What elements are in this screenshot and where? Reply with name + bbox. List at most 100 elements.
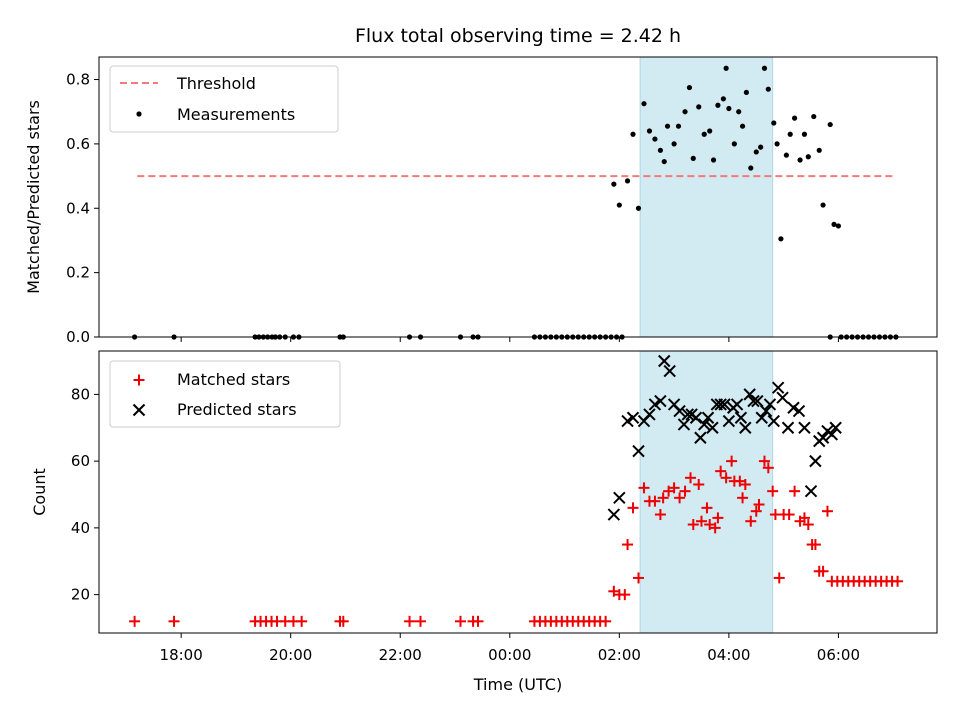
matched-point [600,615,612,627]
matched-point [693,478,705,490]
matched-point [745,515,757,527]
measurement-point [635,205,642,211]
measurement-point [652,136,658,142]
measurement-point [816,147,822,153]
predicted-point [829,421,842,434]
measurement-point [758,144,764,150]
matched-point [809,539,821,551]
predicted-point [816,431,830,444]
matched-point [619,589,631,601]
predicted-point [698,418,711,431]
bottom-x-ticks: 18:00 20:00 22:00 00:00 02:00 04:00 06:00 [160,633,860,664]
measurement-point [783,152,789,158]
matched-point [674,492,686,504]
matched-point [472,615,484,627]
legend-predicted-swatch [132,403,146,417]
y-tick-label: 0.6 [66,135,90,153]
bottom-panel: 20 40 60 80 18:00 20:00 22:00 00:00 02:00 04:00 0… [30,350,938,694]
matched-point [715,465,727,477]
matched-point [753,499,765,511]
predicted-point [694,431,707,444]
matched-point [739,478,751,490]
chart-title: Flux total observing time = 2.42 h [355,25,681,47]
measurement-point [739,123,746,129]
predicted-point [706,421,719,434]
measurement-point [820,202,826,208]
predicted-point [776,391,789,404]
measurement-point [686,84,693,91]
measurement-point [682,109,688,115]
measurement-point [696,104,702,110]
measurement-point [805,154,811,160]
top-axes-frame [98,56,938,338]
predicted-point [677,418,691,431]
measurement-point [831,221,837,227]
measurement-point [827,121,833,128]
predicted-point [718,398,731,411]
measurement-point [811,113,817,120]
y-tick-label: 80 [71,385,90,403]
legend-x-marker [132,403,146,417]
predicted-point [809,454,822,468]
observing-span [639,56,774,338]
measurement-point [611,181,617,187]
matched-point [415,615,427,627]
measurement-point [761,65,768,71]
matched-point [685,472,697,484]
x-tick-label: 20:00 [269,646,312,664]
matched-point [701,502,713,514]
matched-point [632,572,644,584]
measurement-point [801,131,808,137]
matched-point [627,502,639,514]
matched-point [737,492,749,504]
y-tick-label: 0.8 [66,71,90,89]
predicted-point [825,428,839,441]
matched-point [773,572,785,584]
measurement-point [646,128,653,134]
matched-point [726,455,738,467]
matched-point [296,615,308,627]
count-points [129,354,904,627]
measurement-point [661,158,667,165]
top-legend: Threshold Measurements [109,65,339,133]
measurement-point [835,223,842,229]
matched-point [337,615,349,627]
matched-point [821,505,833,517]
predicted-point [734,411,748,424]
measurement-point [630,131,636,137]
matched-point [789,485,801,497]
bottom-legend: Matched stars Predicted stars [109,360,341,428]
legend-plus-marker [133,374,145,386]
legend-measurement-swatch [136,111,142,117]
matched-point [709,522,721,534]
predicted-point [658,354,671,368]
measurement-point [671,141,677,147]
measurement-point [715,102,721,108]
predicted-point [804,484,818,498]
y-tick-label: 0.2 [66,264,90,282]
matched-point [762,462,774,474]
legend-threshold-label: Threshold [176,74,256,93]
x-tick-label: 18:00 [160,646,203,664]
measurement-point [707,128,713,134]
predicted-point [759,404,773,418]
predicted-point [654,394,667,408]
top-y-axis-label: Matched/Predicted stars [24,100,43,294]
matched-point [695,515,707,527]
measurement-point [675,123,682,129]
measurement-point [778,236,784,242]
bottom-y-ticks: 20 40 60 80 [71,385,99,604]
predicted-point [751,394,764,408]
matched-point [750,505,762,517]
top-y-ticks: 0.0 0.2 0.4 0.6 0.8 [66,71,99,346]
matched-point [892,575,904,587]
predicted-point [643,408,656,421]
measurement-point [616,202,622,208]
legend-measurement-label: Measurements [177,105,295,124]
predicted-point [730,398,744,411]
predicted-point [755,411,768,424]
matched-point [720,472,732,484]
legend-matched-swatch [133,374,145,386]
predicted-point [621,414,634,428]
